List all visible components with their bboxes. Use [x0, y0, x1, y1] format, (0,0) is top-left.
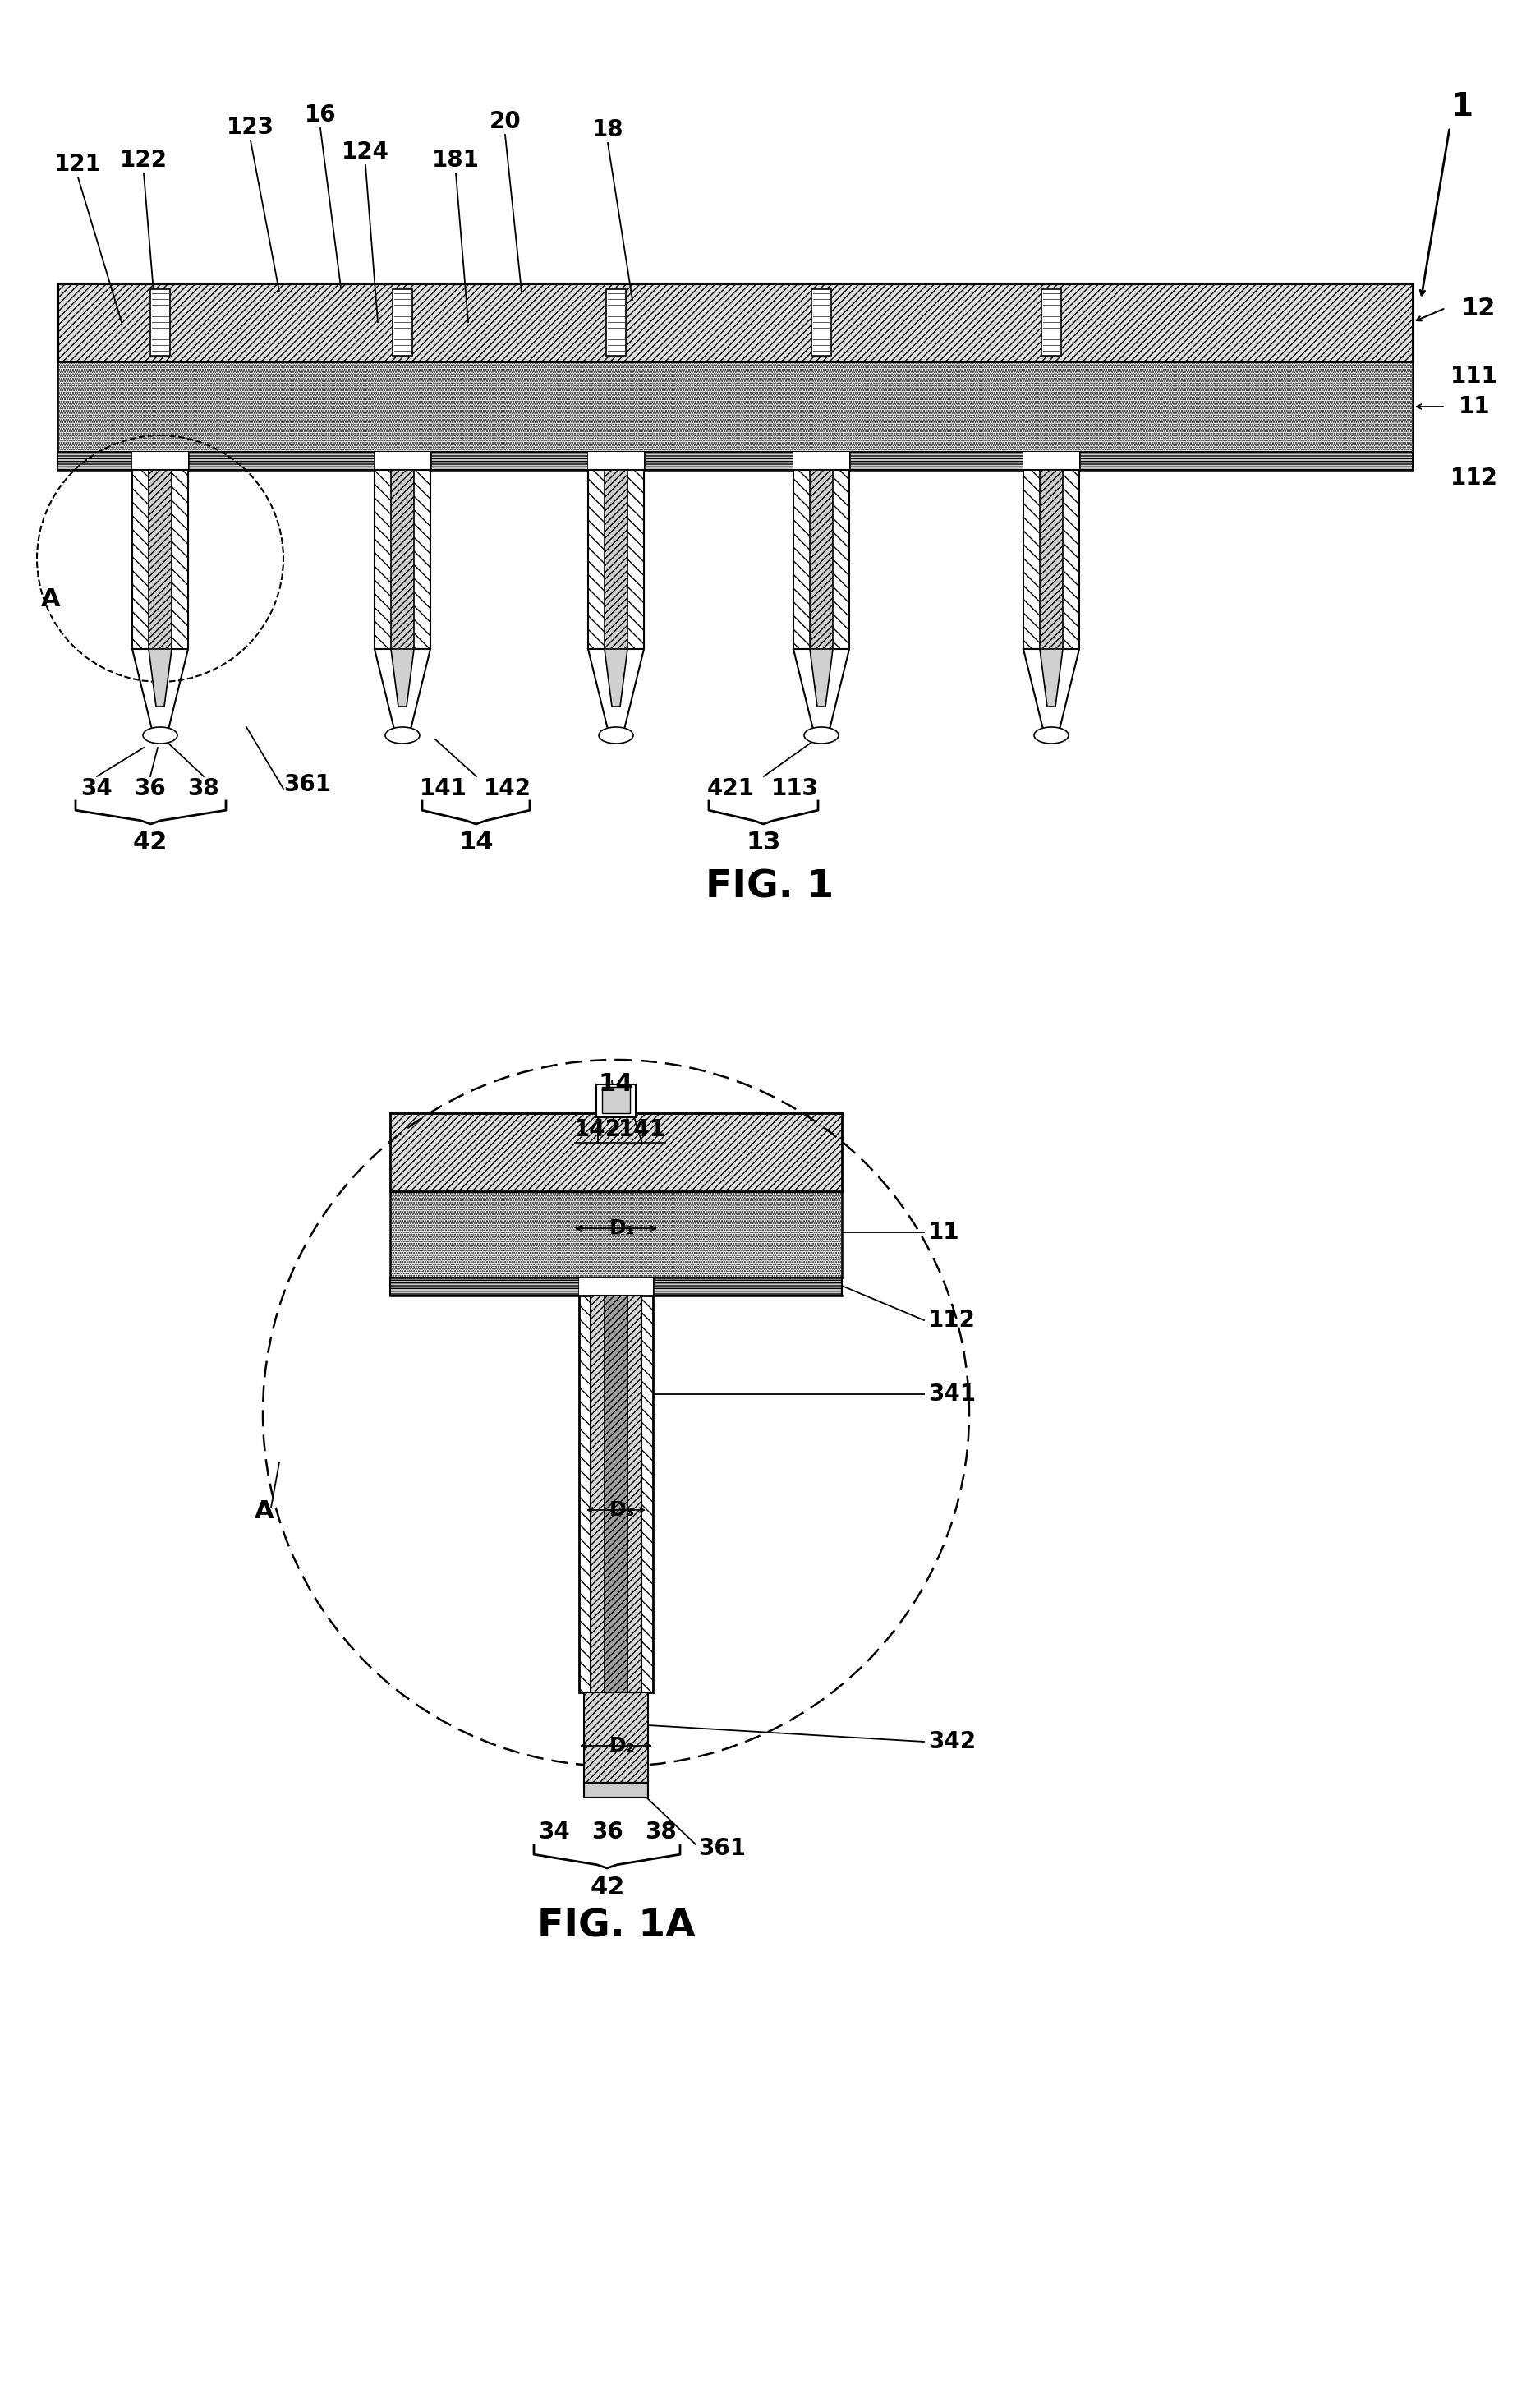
Text: 142: 142	[574, 1118, 622, 1142]
Bar	[390, 1192, 842, 1278]
Text: D₃: D₃	[610, 1501, 636, 1520]
Bar	[579, 1278, 653, 1298]
Text: 14: 14	[459, 831, 494, 855]
Bar	[1040, 469, 1063, 649]
Text: 14: 14	[599, 1073, 633, 1096]
Text: 141: 141	[420, 778, 467, 800]
Text: 112: 112	[1451, 467, 1498, 491]
Text: 11: 11	[929, 1221, 959, 1245]
Bar	[810, 469, 833, 649]
Text: 12: 12	[1461, 297, 1495, 321]
Bar	[390, 1113, 842, 1192]
Ellipse shape	[385, 728, 420, 745]
Polygon shape	[605, 649, 627, 706]
Text: 36: 36	[591, 1819, 624, 1843]
Bar	[391, 469, 414, 649]
Bar	[57, 452, 1412, 469]
Bar	[584, 1784, 648, 1798]
Bar	[588, 469, 644, 649]
Polygon shape	[149, 649, 171, 706]
Text: 111: 111	[1451, 364, 1498, 388]
Bar	[151, 290, 169, 357]
Polygon shape	[1024, 649, 1080, 740]
Bar	[607, 290, 625, 357]
Polygon shape	[132, 649, 188, 740]
Bar	[1024, 452, 1080, 472]
Bar	[793, 452, 849, 472]
Polygon shape	[793, 649, 849, 740]
Bar	[132, 452, 188, 472]
Text: 421: 421	[707, 778, 755, 800]
Text: 141: 141	[619, 1118, 665, 1142]
Text: 124: 124	[342, 141, 390, 163]
Bar	[390, 1278, 842, 1295]
Text: 11: 11	[1458, 395, 1491, 419]
Bar	[57, 361, 1412, 452]
Text: 121: 121	[54, 153, 102, 175]
Text: 122: 122	[120, 148, 168, 172]
Text: A: A	[42, 589, 60, 610]
Polygon shape	[374, 649, 430, 740]
Bar	[812, 290, 832, 357]
Bar	[149, 469, 171, 649]
Bar	[1041, 290, 1061, 357]
Text: FIG. 1: FIG. 1	[705, 869, 833, 905]
Text: D₁: D₁	[610, 1219, 636, 1238]
Text: 361: 361	[698, 1836, 745, 1860]
Polygon shape	[810, 649, 833, 706]
Bar	[57, 282, 1412, 361]
Bar	[596, 1084, 636, 1118]
Text: 142: 142	[484, 778, 531, 800]
Bar	[605, 1295, 627, 1693]
Bar	[793, 469, 849, 649]
Polygon shape	[391, 649, 414, 706]
Bar	[393, 290, 413, 357]
Text: 361: 361	[283, 773, 331, 797]
Text: 18: 18	[591, 117, 624, 141]
Text: 16: 16	[305, 103, 336, 127]
Text: 342: 342	[929, 1731, 976, 1752]
Ellipse shape	[804, 728, 839, 745]
Text: 1: 1	[1451, 91, 1474, 122]
Bar	[588, 452, 644, 472]
Text: 42: 42	[590, 1877, 625, 1901]
Bar	[602, 1087, 630, 1113]
Text: 113: 113	[772, 778, 819, 800]
Text: 38: 38	[188, 778, 220, 800]
Bar	[374, 469, 430, 649]
Text: A: A	[254, 1499, 274, 1523]
Text: 34: 34	[82, 778, 112, 800]
Bar	[605, 469, 627, 649]
Text: FIG. 1A: FIG. 1A	[537, 1908, 695, 1944]
Polygon shape	[588, 649, 644, 740]
Text: 13: 13	[747, 831, 781, 855]
Text: 38: 38	[645, 1819, 678, 1843]
Text: 20: 20	[490, 110, 521, 134]
Bar	[579, 1295, 653, 1693]
Bar	[1024, 469, 1080, 649]
Polygon shape	[1040, 649, 1063, 706]
Ellipse shape	[1033, 728, 1069, 745]
Ellipse shape	[599, 728, 633, 745]
Bar	[374, 452, 430, 472]
Text: 36: 36	[134, 778, 166, 800]
Text: D₂: D₂	[610, 1736, 636, 1755]
Bar	[584, 1693, 648, 1784]
Text: 34: 34	[539, 1819, 570, 1843]
Text: 42: 42	[132, 831, 168, 855]
Text: 112: 112	[929, 1310, 976, 1331]
Text: 181: 181	[433, 148, 479, 172]
Ellipse shape	[143, 728, 177, 745]
Bar	[132, 469, 188, 649]
Text: 341: 341	[929, 1384, 976, 1405]
Text: 123: 123	[226, 115, 274, 139]
Bar	[590, 1295, 642, 1693]
